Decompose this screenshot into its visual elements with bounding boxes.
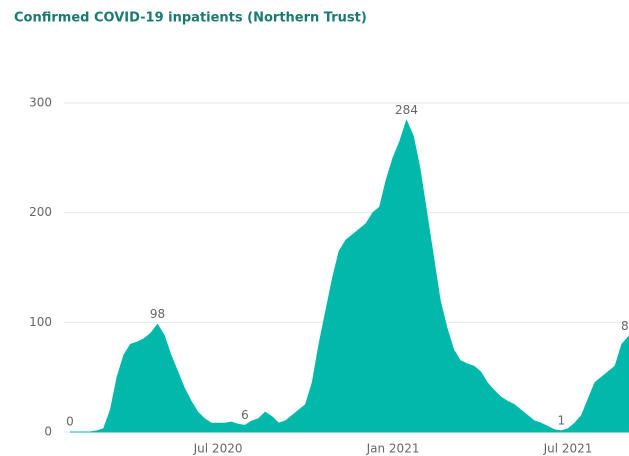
data-label: 1	[557, 413, 565, 427]
y-tick-label: 200	[29, 205, 52, 219]
data-label: 0	[66, 415, 74, 429]
y-tick-label: 300	[29, 96, 52, 110]
x-tick-label: Jul 2020	[193, 442, 243, 456]
x-tick-label: Jan 2021	[366, 442, 420, 456]
y-tick-label: 100	[29, 315, 52, 329]
data-label: 6	[241, 408, 249, 422]
area	[70, 119, 629, 433]
data-label: 98	[150, 307, 165, 321]
data-label: 87	[621, 319, 629, 333]
data-label: 284	[395, 103, 418, 117]
chart-title: Confirmed COVID-19 inpatients (Northern …	[14, 11, 367, 26]
y-tick-label: 0	[44, 425, 52, 439]
x-tick-label: Jul 2021	[543, 442, 593, 456]
